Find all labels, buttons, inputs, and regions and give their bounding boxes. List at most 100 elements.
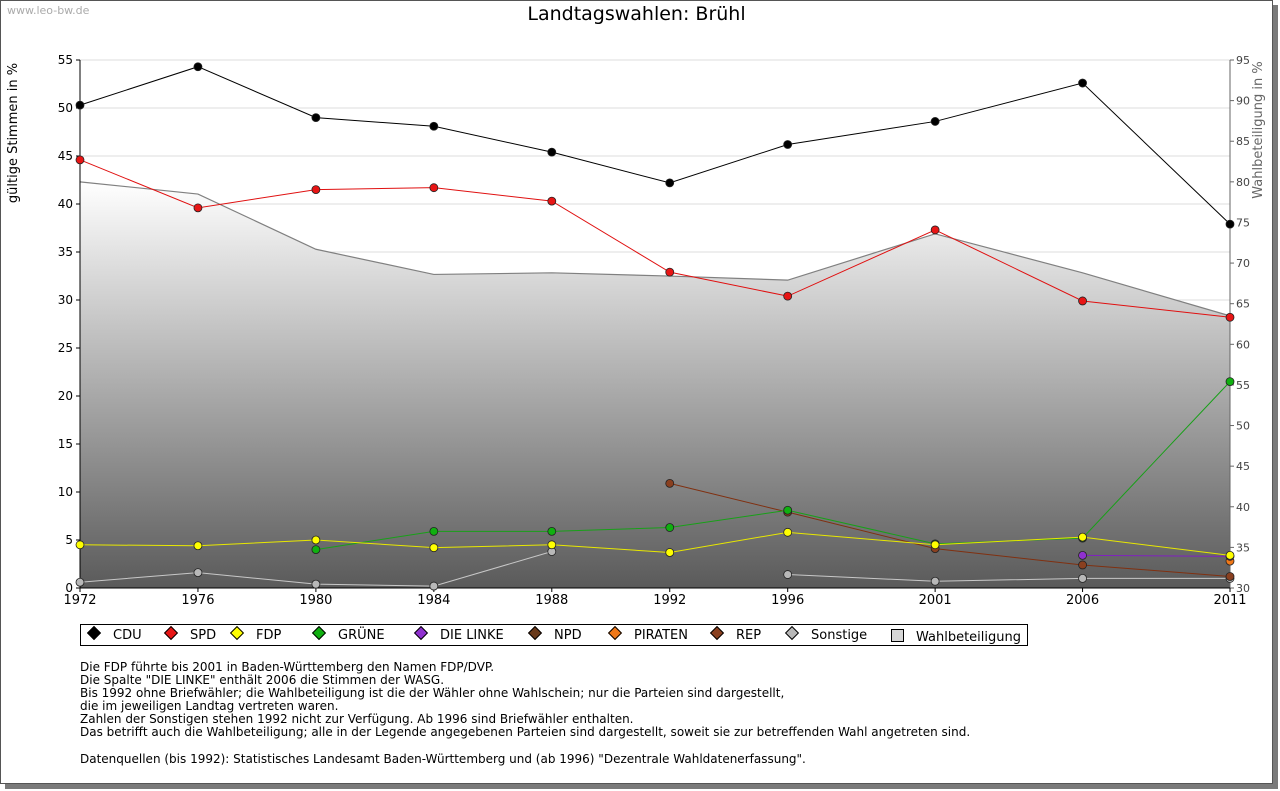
notes: Die FDP führte bis 2001 in Baden-Württem… (80, 661, 970, 739)
y2-tick-label: 80 (1236, 176, 1250, 189)
series-line-gr-ne (315, 381, 1231, 551)
data-point-fdp (1078, 532, 1087, 542)
y-axis-label: gültige Stimmen in % (6, 63, 21, 203)
note-line: Das betrifft auch die Wahlbeteiligung; a… (80, 725, 971, 739)
y2-tick-label: 35 (1236, 541, 1250, 554)
data-point-gr-ne (429, 526, 439, 536)
x-tick-label: 1972 (63, 593, 96, 608)
x-tick-label: 1996 (771, 593, 804, 608)
y-tick-label: 45 (58, 149, 73, 163)
data-point-rep (665, 478, 675, 488)
y2-tick-label: 75 (1236, 216, 1250, 229)
data-point-cdu (547, 147, 557, 157)
legend-label: SPD (190, 628, 217, 643)
data-point-cdu (665, 178, 675, 188)
y2-axis-label: Wahlbeteiligung in % (1251, 61, 1266, 198)
legend-marker (891, 629, 904, 642)
data-point-spd (783, 291, 793, 301)
legend-label: GRÜNE (338, 628, 385, 643)
y-tick-label: 25 (58, 341, 73, 355)
y2-tick-label: 95 (1236, 54, 1250, 67)
y2-tick-label: 55 (1236, 379, 1250, 392)
legend-label: NPD (554, 628, 582, 643)
data-point-spd (311, 185, 321, 195)
data-point-die-linke (1078, 550, 1087, 560)
legend-item: Sonstige (784, 625, 868, 643)
y2-tick-label: 30 (1236, 582, 1250, 595)
x-tick-label: 1984 (417, 593, 450, 608)
legend-item: REP (709, 625, 761, 643)
data-point-fdp (930, 540, 940, 550)
data-point-gr-ne (665, 523, 675, 532)
source-note: Datenquellen (bis 1992): Statistisches L… (80, 752, 806, 766)
data-point-cdu (783, 140, 793, 149)
data-point-sonstige (783, 570, 793, 579)
x-tick-label: 1976 (181, 593, 214, 608)
watermark: www.leo-bw.de (7, 4, 90, 17)
legend-item: Wahlbeteiligung (891, 628, 1021, 645)
data-point-cdu (1225, 219, 1235, 229)
legend-marker (709, 625, 725, 641)
data-point-spd (547, 196, 557, 206)
legend-marker (527, 625, 543, 641)
legend-label: FDP (256, 628, 282, 643)
data-point-spd (1078, 296, 1087, 306)
data-point-cdu (75, 100, 85, 110)
note-line: die im jeweiligen Landtag vertreten ware… (80, 699, 339, 713)
data-point-spd (665, 267, 675, 277)
chart-title: Landtagswahlen: Brühl (527, 3, 746, 25)
data-point-fdp (547, 540, 557, 550)
y-tick-label: 15 (58, 437, 73, 451)
data-point-cdu (311, 113, 321, 122)
legend-item: SPD (163, 625, 217, 643)
legend-label: CDU (113, 628, 142, 643)
note-line: Bis 1992 ohne Briefwähler; die Wahlbetei… (80, 686, 785, 700)
legend-item: CDU (86, 625, 142, 643)
y-tick-label: 35 (58, 245, 73, 259)
data-point-spd (429, 183, 439, 193)
x-tick-label: 1988 (535, 593, 568, 608)
note-line: Zahlen der Sonstigen stehen 1992 nicht z… (80, 712, 634, 726)
y-tick-label: 55 (58, 53, 73, 67)
legend-item: DIE LINKE (413, 625, 504, 643)
data-point-fdp (75, 540, 85, 550)
legend-marker (86, 625, 102, 641)
legend-marker (784, 625, 800, 641)
series-line-cdu (79, 66, 1231, 225)
data-point-gr-ne (1225, 377, 1235, 387)
data-point-spd (930, 225, 940, 235)
x-tick-label: 2006 (1066, 593, 1099, 608)
y-tick-label: 5 (65, 533, 73, 547)
y2-tick-label: 65 (1236, 298, 1250, 311)
legend-label: Wahlbeteiligung (916, 630, 1022, 645)
data-point-cdu (193, 62, 203, 72)
y2-tick-label: 60 (1236, 338, 1250, 351)
legend-label: Sonstige (811, 628, 868, 643)
data-point-fdp (783, 527, 793, 537)
turnout-line (79, 181, 1231, 317)
legend-item: PIRATEN (607, 625, 688, 643)
y2-tick-label: 40 (1236, 501, 1250, 514)
x-tick-label: 1992 (653, 593, 686, 608)
data-point-spd (75, 155, 85, 165)
data-point-cdu (930, 117, 940, 126)
data-point-sonstige (1078, 574, 1087, 583)
y-tick-label: 20 (58, 389, 73, 403)
y2-tick-label: 85 (1236, 135, 1250, 148)
data-point-cdu (429, 121, 439, 131)
note-line: Die FDP führte bis 2001 in Baden-Württem… (80, 660, 495, 674)
y2-tick-label: 50 (1236, 420, 1250, 433)
data-point-gr-ne (547, 526, 557, 536)
legend-label: PIRATEN (634, 628, 688, 643)
data-point-rep (1225, 572, 1235, 581)
y2-tick-label: 90 (1236, 95, 1250, 108)
y-tick-label: 10 (58, 485, 73, 499)
data-point-sonstige (75, 577, 85, 587)
data-point-spd (1225, 312, 1235, 322)
data-point-sonstige (193, 568, 203, 578)
x-tick-label: 2001 (919, 593, 952, 608)
data-point-fdp (1225, 550, 1235, 560)
legend-marker (163, 625, 179, 641)
data-point-sonstige (930, 576, 940, 586)
